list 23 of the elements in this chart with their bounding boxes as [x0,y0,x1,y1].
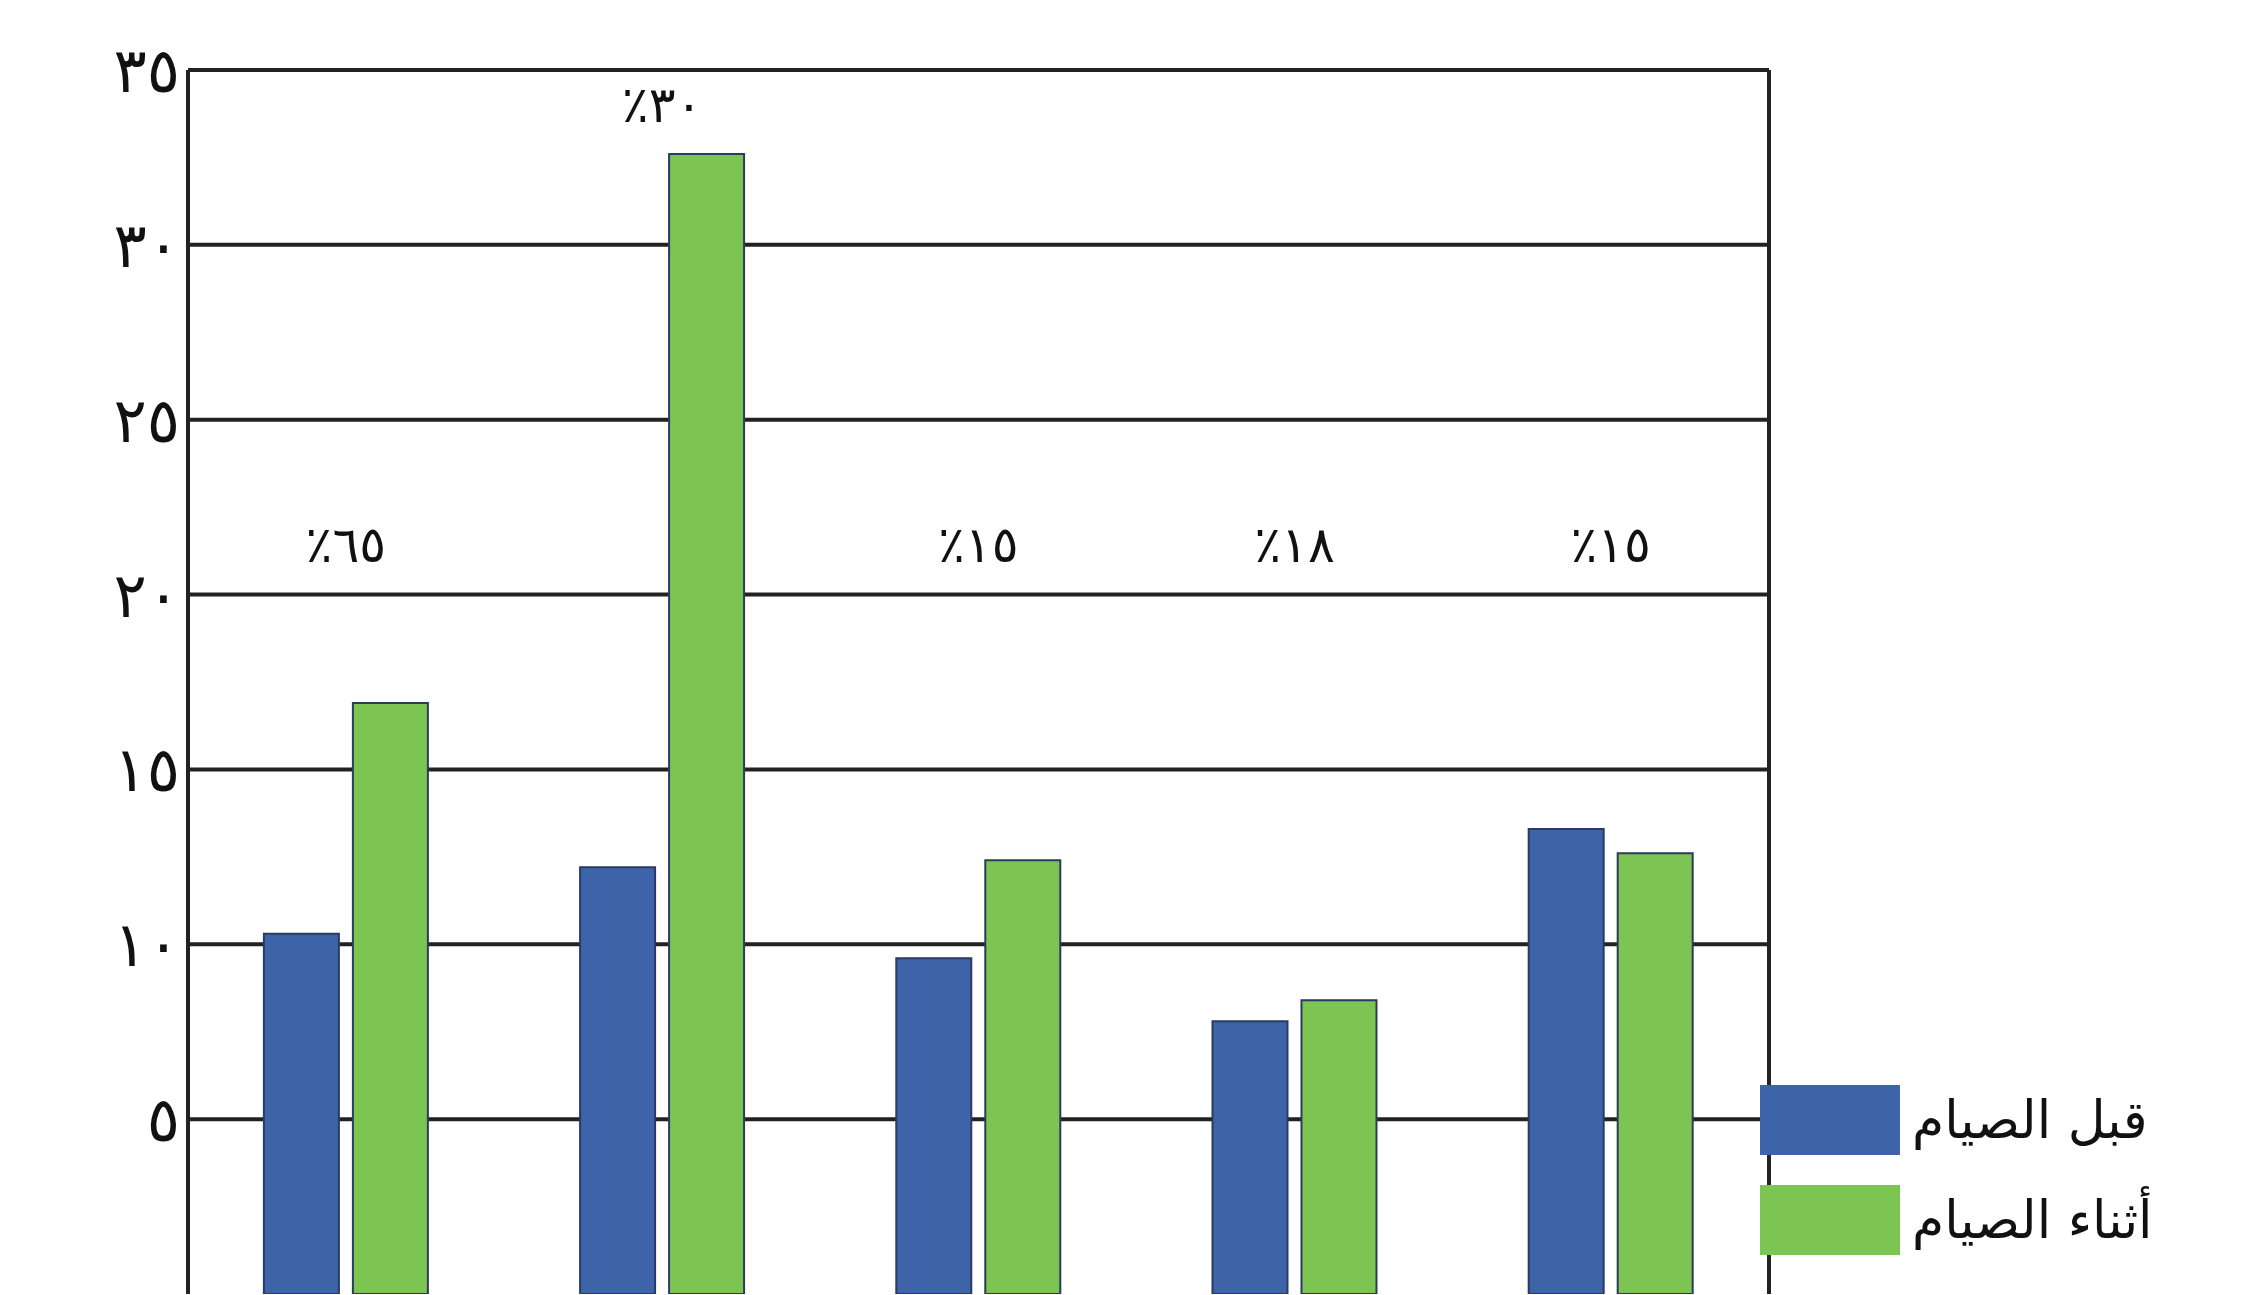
bar [1527,827,1605,1294]
bar [351,701,429,1294]
bar [262,932,340,1294]
y-tick-label: ١٠ [113,908,180,982]
bar [1300,999,1378,1294]
bar [895,957,973,1294]
annotation: ٪١٨ [1254,515,1335,574]
bar [1211,1020,1289,1294]
y-tick-label: ٣٥ [113,34,180,108]
annotation: ٪٣٠ [621,76,703,135]
y-tick-label: ٣٠ [113,208,180,282]
y-tick-label: ٢٠ [113,558,180,632]
annotation: ٪١٥ [1570,515,1651,574]
bar [668,152,746,1294]
annotation: ٪٦٥ [305,515,387,574]
bar [579,866,657,1294]
legend-label: قبل الصيام [1912,1090,2148,1150]
bar [984,859,1062,1294]
y-tick-label: ١٥ [113,733,180,807]
bar [1616,852,1694,1294]
y-tick-label: ٢٥ [113,383,180,457]
y-tick-label: ٥ [146,1083,180,1157]
annotation: ٪١٥ [938,515,1019,574]
